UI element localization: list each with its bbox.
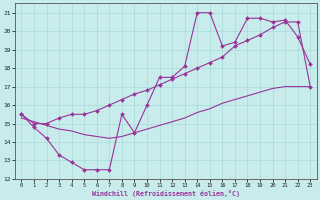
X-axis label: Windchill (Refroidissement éolien,°C): Windchill (Refroidissement éolien,°C) <box>92 190 240 197</box>
